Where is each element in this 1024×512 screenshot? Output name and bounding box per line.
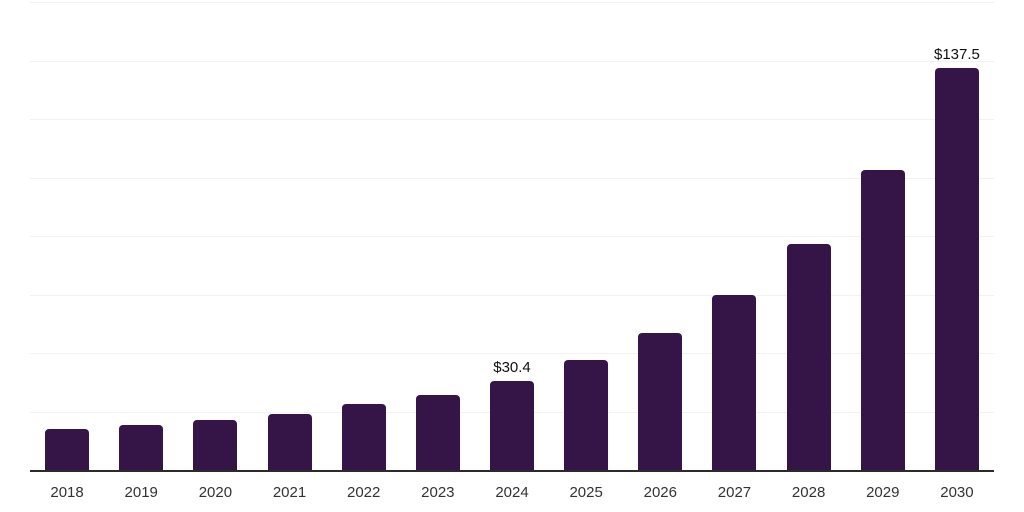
x-tick-label-2018: 2018 <box>50 484 84 501</box>
bar-2028 <box>786 243 831 470</box>
x-tick-label-2030: 2030 <box>940 484 974 501</box>
x-axis-line <box>30 470 994 472</box>
bar-2024 <box>490 381 534 470</box>
x-tick-label-2020: 2020 <box>198 484 233 501</box>
bar-2018 <box>45 428 90 470</box>
gridline-160 <box>30 2 994 3</box>
x-tick-label-2024: 2024 <box>495 484 529 501</box>
x-tick-label-2025: 2025 <box>569 484 603 501</box>
value-label-2030: $137.5 <box>933 45 980 63</box>
bar-2026 <box>638 332 683 470</box>
x-tick-label-2026: 2026 <box>643 484 677 501</box>
gridline-40 <box>30 353 994 354</box>
gridline-60 <box>30 295 994 296</box>
bar-2023 <box>415 394 460 470</box>
value-label-2024: $30.4 <box>493 359 531 377</box>
x-tick-label-2021: 2021 <box>272 484 307 501</box>
x-tick-label-2022: 2022 <box>347 484 381 501</box>
bar-2025 <box>564 360 609 470</box>
x-tick-label-2029: 2029 <box>866 484 900 501</box>
x-tick-label-2027: 2027 <box>717 484 752 501</box>
x-tick-label-2028: 2028 <box>791 484 826 501</box>
bar-2029 <box>860 169 905 470</box>
gridline-80 <box>30 236 994 237</box>
gridline-140 <box>30 61 994 62</box>
bar-2021 <box>267 413 312 470</box>
x-tick-label-2019: 2019 <box>124 484 158 501</box>
bar-2030 <box>934 67 979 470</box>
x-tick-label-2023: 2023 <box>421 484 455 501</box>
gridline-120 <box>30 119 994 120</box>
bar-2027 <box>712 295 757 470</box>
bar-2020 <box>193 420 238 470</box>
gridline-100 <box>30 178 994 179</box>
bar-2022 <box>341 404 386 470</box>
bar-2019 <box>119 425 164 470</box>
